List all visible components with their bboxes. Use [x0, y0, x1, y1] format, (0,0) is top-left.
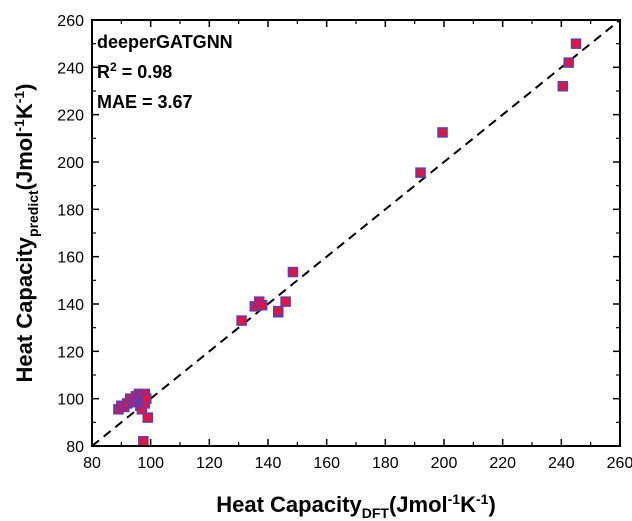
x-axis-title-main: Heat Capacity — [216, 492, 362, 517]
x-tick-label: 220 — [489, 455, 516, 472]
r2-label: R2 = 0.98 — [97, 60, 172, 82]
y-tick-label: 260 — [57, 13, 84, 30]
x-axis-title-sup2: -1 — [476, 491, 489, 507]
y-tick-label: 240 — [57, 60, 84, 77]
y-tick-label: 220 — [57, 108, 84, 125]
x-axis-title: Heat CapacityDFT(Jmol-1K-1) — [216, 491, 496, 521]
data-point — [570, 38, 582, 49]
axis-ticks: 80 100 120 140 160 180 200 220 240 260 80 100 120 140… — [57, 13, 632, 472]
y-tick-label: 80 — [66, 439, 84, 456]
data-point — [287, 266, 299, 278]
x-axis-title-unit-close: ) — [488, 492, 495, 517]
x-axis-title-unit-mid: K — [460, 492, 476, 517]
y-axis-title-unit-mid: K — [12, 103, 37, 119]
data-points — [113, 38, 582, 447]
x-tick-label: 120 — [196, 455, 223, 472]
r2-prefix: R — [97, 62, 110, 82]
data-point — [141, 393, 152, 404]
data-point — [563, 57, 574, 68]
data-point — [273, 305, 284, 317]
reference-line-group — [91, 19, 621, 447]
y-axis-title-subscript: predict — [25, 190, 41, 237]
data-point — [236, 315, 247, 326]
y-tick-label: 140 — [57, 297, 84, 314]
x-tick-label: 260 — [607, 455, 632, 472]
y-tick-label: 160 — [57, 250, 84, 267]
y-tick-label: 120 — [57, 344, 84, 361]
x-tick-label: 160 — [313, 455, 340, 472]
y-axis-title-group: Heat Capacitypredict(Jmol-1K-1) — [11, 83, 41, 382]
data-point — [138, 436, 149, 447]
data-point — [557, 81, 569, 92]
x-tick-label: 240 — [548, 455, 575, 472]
x-tick-label: 100 — [137, 455, 164, 472]
y-axis-title-unit: (Jmol — [12, 132, 37, 191]
x-tick-label: 140 — [255, 455, 282, 472]
r2-superscript: 2 — [110, 60, 117, 74]
annotation-block: deeperGATGNN R2 = 0.98 MAE = 3.67 — [97, 32, 233, 112]
data-point — [142, 412, 153, 423]
y-tick-label: 100 — [57, 392, 84, 409]
y-axis-title-unit-close: ) — [12, 83, 37, 90]
y-axis-title-sup1: -1 — [11, 119, 27, 132]
model-name-label: deeperGATGNN — [97, 32, 233, 52]
x-axis-title-sup1: -1 — [448, 491, 461, 507]
y-tick-label: 200 — [57, 155, 84, 172]
data-point — [415, 167, 426, 178]
y-tick-label: 180 — [57, 202, 84, 219]
y-axis-title: Heat Capacitypredict(Jmol-1K-1) — [11, 83, 41, 382]
mae-label: MAE = 3.67 — [97, 92, 193, 112]
data-point — [256, 299, 268, 311]
data-point — [280, 296, 291, 307]
x-axis-title-subscript: DFT — [362, 505, 390, 521]
data-point — [437, 127, 448, 138]
x-tick-label: 200 — [431, 455, 458, 472]
y-axis-title-sup2: -1 — [11, 91, 27, 104]
x-tick-label: 180 — [372, 455, 399, 472]
r2-value: = 0.98 — [117, 62, 173, 82]
reference-line-y-equals-x — [91, 19, 621, 447]
x-tick-label: 80 — [83, 455, 101, 472]
x-axis-title-unit: (Jmol — [389, 492, 448, 517]
y-axis-title-main: Heat Capacity — [12, 236, 37, 382]
